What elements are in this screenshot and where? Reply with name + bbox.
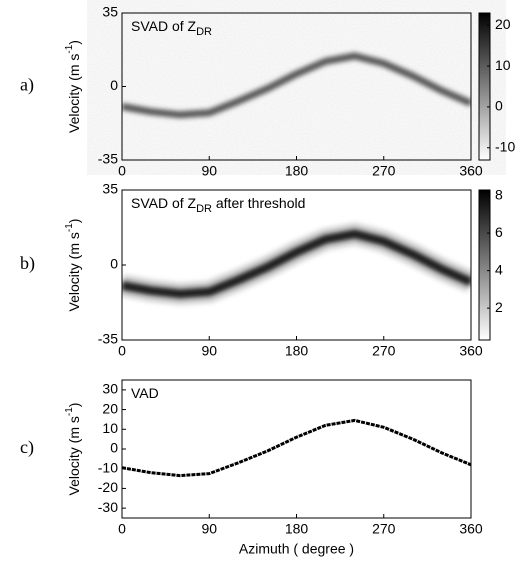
ylabel-superscript: -1 — [64, 407, 75, 416]
y-axis-label: Velocity (m s-1) — [64, 403, 82, 496]
y-tick-label: 30 — [102, 381, 118, 397]
x-tick-label: 180 — [285, 521, 309, 537]
ylabel-suffix: ) — [66, 403, 82, 408]
ylabel-suffix: ) — [66, 219, 82, 224]
colorbar-tick-label: 2 — [495, 299, 503, 315]
noise-texture — [122, 13, 471, 160]
y-tick-label: -10 — [98, 459, 118, 475]
title-main: SVAD of Z — [131, 195, 197, 211]
y-tick-label: 20 — [102, 400, 118, 416]
y-tick-label: -35 — [98, 151, 118, 167]
x-tick-label: 0 — [118, 343, 126, 359]
panel-title: VAD — [131, 385, 159, 401]
colorbar-tick-label: -10 — [495, 138, 515, 154]
ylabel-superscript: -1 — [64, 223, 75, 232]
ridge — [122, 52, 471, 119]
y-tick-label: 0 — [110, 440, 118, 456]
ylabel-main: Velocity (m s — [66, 54, 82, 133]
y-axis-label: Velocity (m s-1) — [64, 40, 82, 133]
colorbar-tick-label: 10 — [495, 57, 511, 73]
x-axis-label: Azimuth ( degree ) — [239, 541, 354, 557]
y-tick-label: 35 — [102, 181, 118, 197]
y-tick-label: -20 — [98, 479, 118, 495]
y-axis-label: Velocity (m s-1) — [64, 219, 82, 312]
x-tick-label: 360 — [459, 521, 483, 537]
x-tick-label: 90 — [201, 343, 217, 359]
x-tick-label: 90 — [201, 163, 217, 179]
x-tick-label: 270 — [372, 343, 396, 359]
ylabel-suffix: ) — [66, 40, 82, 45]
ylabel-superscript: -1 — [64, 44, 75, 53]
colorbar-tick-label: 20 — [495, 16, 511, 32]
x-tick-label: 360 — [459, 343, 483, 359]
x-tick-label: 0 — [118, 163, 126, 179]
x-tick-label: 0 — [118, 521, 126, 537]
panel-letter: a) — [20, 75, 34, 96]
vad-line — [121, 418, 472, 478]
x-tick-label: 270 — [372, 163, 396, 179]
colorbar-tick-label: 8 — [495, 186, 503, 202]
x-tick-label: 270 — [372, 521, 396, 537]
title-suffix: after threshold — [212, 195, 305, 211]
ylabel-main: Velocity (m s — [66, 232, 82, 311]
title-main: SVAD of Z — [131, 18, 197, 34]
x-tick-label: 180 — [285, 163, 309, 179]
panel-title: SVAD of ZDR — [131, 18, 212, 38]
y-tick-label: 35 — [102, 4, 118, 20]
panel-letter: b) — [20, 253, 35, 274]
colorbar-tick-label: 0 — [495, 98, 503, 114]
title-subscript: DR — [196, 203, 212, 215]
title-subscript: DR — [196, 26, 212, 38]
x-tick-label: 90 — [201, 521, 217, 537]
x-tick-label: 360 — [459, 163, 483, 179]
title-main: VAD — [131, 385, 159, 401]
y-tick-label: 0 — [110, 256, 118, 272]
ylabel-main: Velocity (m s — [66, 416, 82, 495]
colorbar — [478, 189, 491, 341]
y-tick-label: -35 — [98, 331, 118, 347]
panel-title: SVAD of ZDR after threshold — [131, 195, 305, 215]
colorbar-tick-label: 6 — [495, 224, 503, 240]
ridge — [122, 229, 471, 299]
y-tick-label: 0 — [110, 77, 118, 93]
colorbar-tick-label: 4 — [495, 261, 503, 277]
plot-area — [122, 380, 471, 518]
y-tick-label: -30 — [98, 499, 118, 515]
y-tick-label: 10 — [102, 420, 118, 436]
panel-letter: c) — [20, 437, 34, 458]
colorbar — [478, 12, 491, 161]
x-tick-label: 180 — [285, 343, 309, 359]
